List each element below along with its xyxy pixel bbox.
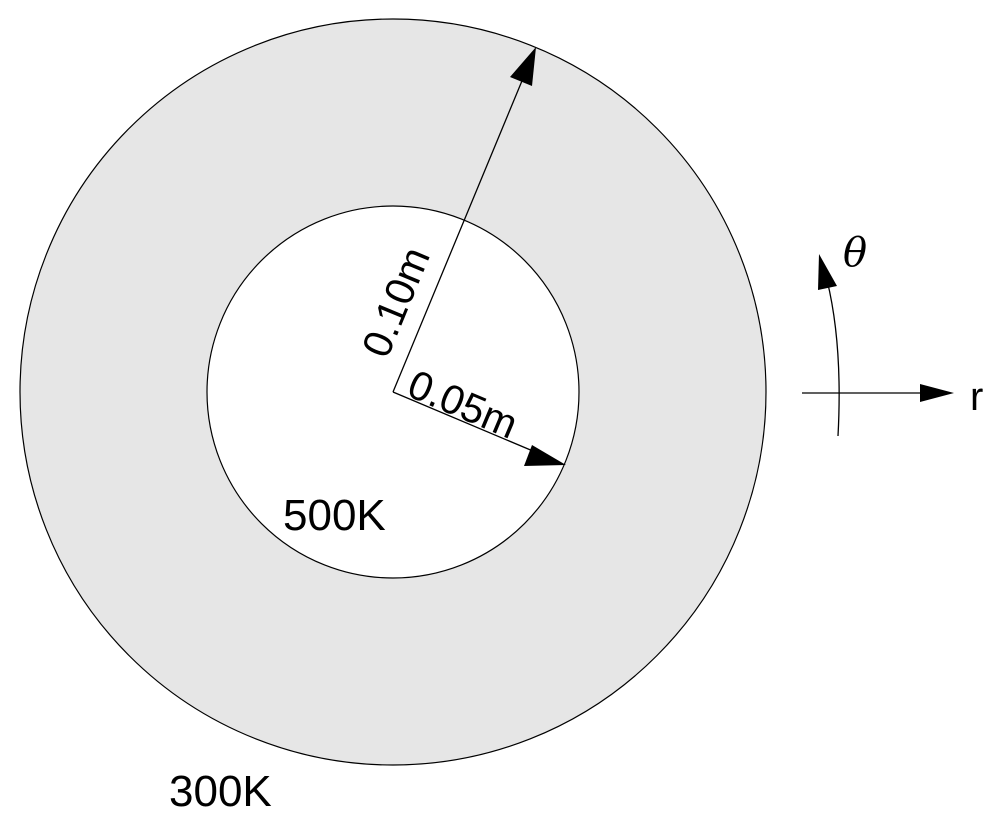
angular-axis-arrow — [818, 254, 840, 437]
outer-radius-arrow — [392, 47, 536, 393]
inner-radius-arrow — [392, 391, 566, 466]
angular-axis-label: θ — [843, 230, 867, 276]
inner-temperature-label: 500K — [283, 491, 386, 540]
outer-temperature-label: 300K — [169, 767, 272, 816]
coordinate-axes: r θ — [802, 230, 983, 437]
radial-axis-arrow — [802, 384, 954, 402]
radial-axis-label: r — [970, 375, 983, 419]
